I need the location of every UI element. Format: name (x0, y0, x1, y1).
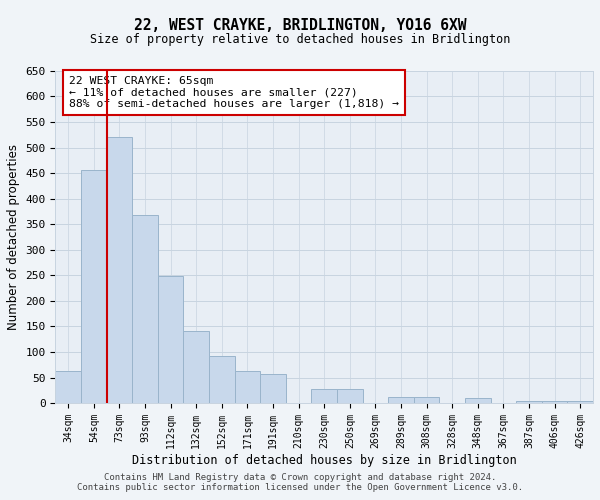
Bar (158, 276, 184, 403)
Bar (260, 374, 286, 403)
Bar (55, 371, 81, 403)
Bar (132, 214, 158, 403)
Text: Size of property relative to detached houses in Bridlington: Size of property relative to detached ho… (90, 32, 510, 46)
Bar (81, 170, 107, 403)
Bar (542, 401, 568, 403)
Text: 22 WEST CRAYKE: 65sqm
← 11% of detached houses are smaller (227)
88% of semi-det: 22 WEST CRAYKE: 65sqm ← 11% of detached … (69, 76, 399, 109)
Bar (209, 356, 235, 403)
Bar (414, 398, 439, 403)
Text: 22, WEST CRAYKE, BRIDLINGTON, YO16 6XW: 22, WEST CRAYKE, BRIDLINGTON, YO16 6XW (134, 18, 466, 32)
Bar (184, 331, 209, 403)
Bar (235, 372, 260, 403)
Bar (568, 401, 593, 403)
Bar (107, 137, 132, 403)
Bar (516, 400, 542, 403)
Bar (388, 398, 414, 403)
Bar (337, 389, 362, 403)
Bar (311, 390, 337, 403)
Y-axis label: Number of detached properties: Number of detached properties (7, 144, 20, 330)
X-axis label: Distribution of detached houses by size in Bridlington: Distribution of detached houses by size … (132, 454, 517, 466)
Bar (465, 398, 491, 403)
Text: Contains HM Land Registry data © Crown copyright and database right 2024.
Contai: Contains HM Land Registry data © Crown c… (77, 473, 523, 492)
